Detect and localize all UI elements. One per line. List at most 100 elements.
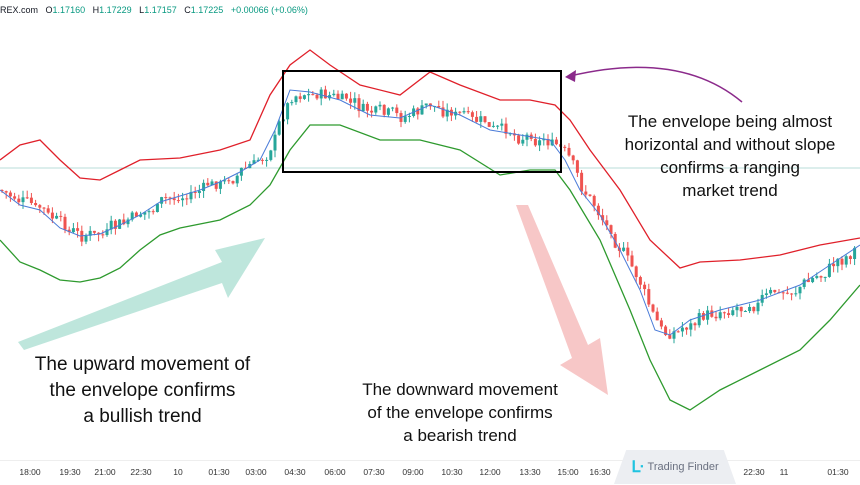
- open-value: 1.17160: [52, 5, 86, 15]
- candle-body: [311, 94, 315, 96]
- candle-body: [575, 160, 579, 173]
- candle-body: [55, 215, 59, 219]
- candle-body: [470, 112, 474, 117]
- candle-body: [827, 263, 831, 277]
- candle-body: [357, 98, 361, 112]
- candle-body: [67, 229, 71, 233]
- candle-body: [638, 277, 642, 285]
- candle-body: [504, 123, 508, 134]
- trading-finder-logo: ᒷ Trading Finder: [614, 450, 736, 484]
- logo-icon: ᒷ: [631, 459, 644, 476]
- low-label: L: [139, 5, 145, 15]
- candle-body: [202, 182, 206, 192]
- annotation-line: market trend: [682, 181, 778, 200]
- time-tick: 06:00: [324, 467, 346, 477]
- annotation-line: The upward movement of: [34, 354, 251, 375]
- candle-body: [811, 277, 815, 283]
- candle-body: [8, 192, 12, 197]
- candle-body: [38, 205, 42, 208]
- candle-body: [269, 150, 273, 160]
- candle-body: [105, 229, 109, 236]
- candle-body: [609, 225, 613, 234]
- candle-body: [659, 320, 663, 327]
- candle-body: [76, 228, 80, 231]
- candle-body: [487, 122, 491, 127]
- candle-body: [395, 107, 399, 114]
- candle-body: [806, 279, 810, 283]
- time-tick: 15:00: [557, 467, 579, 477]
- candle-body: [491, 125, 495, 127]
- candle-body: [773, 289, 777, 293]
- candle-body: [752, 306, 756, 312]
- bearish-annotation: The downward movement of the envelope co…: [340, 378, 580, 447]
- candle-body: [706, 310, 710, 320]
- candle-body: [46, 208, 50, 213]
- candle-body: [458, 111, 462, 113]
- candle-body: [403, 116, 407, 122]
- candle-body: [181, 198, 185, 201]
- ohlc-header: REX.com O1.17160 H1.17229 L1.17157 C1.17…: [0, 5, 308, 15]
- candle-body: [130, 212, 134, 220]
- time-tick: 21:00: [94, 467, 116, 477]
- time-tick: 10:30: [441, 467, 463, 477]
- candle-body: [739, 306, 743, 312]
- candle-body: [143, 212, 147, 215]
- candle-body: [42, 207, 46, 209]
- candle-body: [265, 159, 269, 161]
- pointer-arrow: [569, 66, 743, 103]
- price-chart[interactable]: [0, 0, 860, 460]
- candle-body: [853, 247, 857, 259]
- time-tick: 22:30: [743, 467, 765, 477]
- candle-body: [794, 293, 798, 295]
- candle-body: [189, 191, 193, 200]
- candle-body: [101, 234, 105, 236]
- candle-body: [139, 214, 143, 217]
- candle-body: [475, 116, 479, 122]
- candle-body: [525, 134, 529, 140]
- candle-body: [630, 255, 634, 267]
- candle-body: [378, 104, 382, 107]
- candle-body: [538, 140, 542, 146]
- candle-body: [815, 276, 819, 278]
- time-axis[interactable]: 18:00 19:30 21:00 22:30 10 01:30 03:00 04:30 06:…: [0, 460, 860, 485]
- candle-body: [63, 216, 67, 230]
- candle-body: [197, 191, 201, 194]
- candle-body: [71, 228, 75, 233]
- candle-body: [256, 159, 260, 161]
- candle-body: [374, 106, 378, 113]
- candle-body: [113, 220, 117, 229]
- pointer-arrowhead: [565, 70, 576, 82]
- candle-body: [4, 191, 8, 193]
- candle-body: [260, 159, 264, 161]
- candle-body: [290, 102, 294, 104]
- candle-body: [554, 139, 558, 145]
- time-tick: 13:30: [519, 467, 541, 477]
- candle-body: [848, 256, 852, 259]
- candle-body: [332, 93, 336, 96]
- candle-body: [462, 111, 466, 113]
- candle-body: [626, 247, 630, 256]
- candle-body: [441, 107, 445, 117]
- time-tick: 16:30: [589, 467, 611, 477]
- candle-body: [25, 197, 29, 199]
- candle-body: [798, 286, 802, 294]
- candle-body: [353, 98, 357, 103]
- candle-body: [323, 89, 327, 99]
- candle-body: [689, 323, 693, 330]
- candle-body: [571, 155, 575, 161]
- candle-body: [563, 146, 567, 148]
- time-tick: 01:30: [827, 467, 849, 477]
- time-tick: 18:00: [19, 467, 41, 477]
- candle-body: [693, 323, 697, 326]
- candle-body: [701, 313, 705, 320]
- candle-body: [34, 203, 38, 206]
- candle-body: [315, 94, 319, 99]
- candle-body: [596, 205, 600, 216]
- candle-body: [302, 95, 306, 99]
- candle-body: [605, 220, 609, 226]
- time-tick: 22:30: [130, 467, 152, 477]
- envelope-middle-line: [0, 89, 860, 336]
- envelope-lower-band: [0, 124, 860, 411]
- candle-body: [231, 181, 235, 184]
- annotation-line: The envelope being almost: [627, 112, 833, 131]
